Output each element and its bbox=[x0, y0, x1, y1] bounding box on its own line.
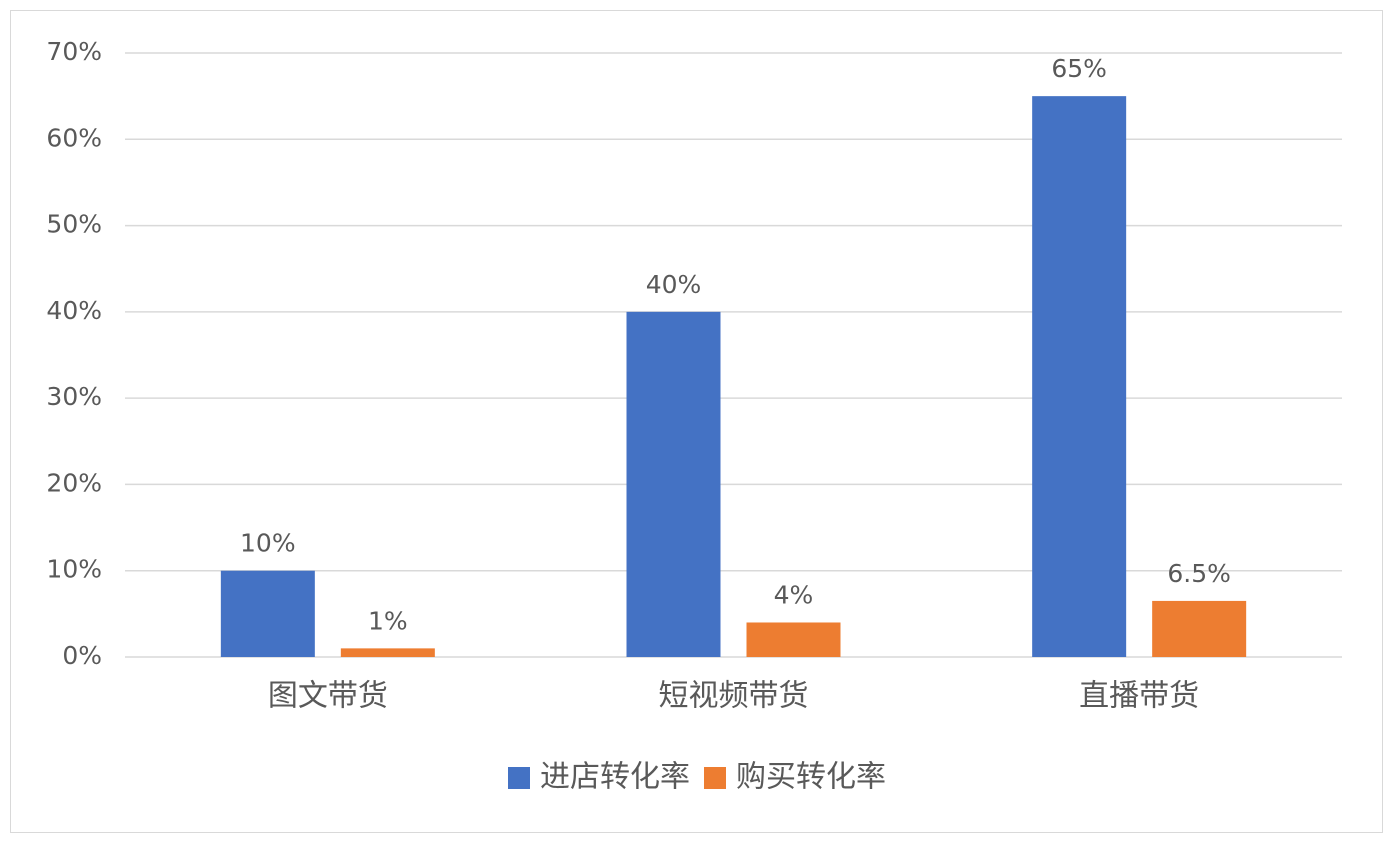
x-tick-label: 直播带货 bbox=[1079, 679, 1199, 714]
y-tick-label: 20% bbox=[46, 468, 102, 497]
bar bbox=[746, 622, 841, 657]
value-label: 40% bbox=[646, 270, 702, 299]
x-tick-label: 图文带货 bbox=[268, 679, 388, 714]
y-tick-label: 60% bbox=[46, 123, 102, 152]
y-tick-label: 50% bbox=[46, 210, 102, 239]
y-tick-label: 40% bbox=[46, 296, 102, 325]
bar bbox=[1032, 96, 1127, 657]
value-label: 1% bbox=[368, 606, 408, 635]
legend-label: 购买转化率 bbox=[736, 760, 886, 795]
bar bbox=[1152, 600, 1247, 657]
x-tick-label: 短视频带货 bbox=[659, 679, 809, 714]
value-label: 65% bbox=[1051, 54, 1107, 83]
y-tick-label: 0% bbox=[62, 641, 102, 670]
y-tick-label: 70% bbox=[46, 37, 102, 66]
value-label: 10% bbox=[240, 529, 296, 558]
legend-swatch bbox=[704, 767, 726, 789]
value-label: 4% bbox=[774, 580, 814, 609]
y-tick-label: 10% bbox=[46, 555, 102, 584]
y-tick-label: 30% bbox=[46, 382, 102, 411]
bar bbox=[340, 648, 435, 657]
value-label: 6.5% bbox=[1167, 559, 1231, 588]
legend-label: 进店转化率 bbox=[540, 760, 690, 795]
legend-swatch bbox=[508, 767, 530, 789]
bar bbox=[626, 311, 721, 657]
bar bbox=[220, 570, 315, 657]
